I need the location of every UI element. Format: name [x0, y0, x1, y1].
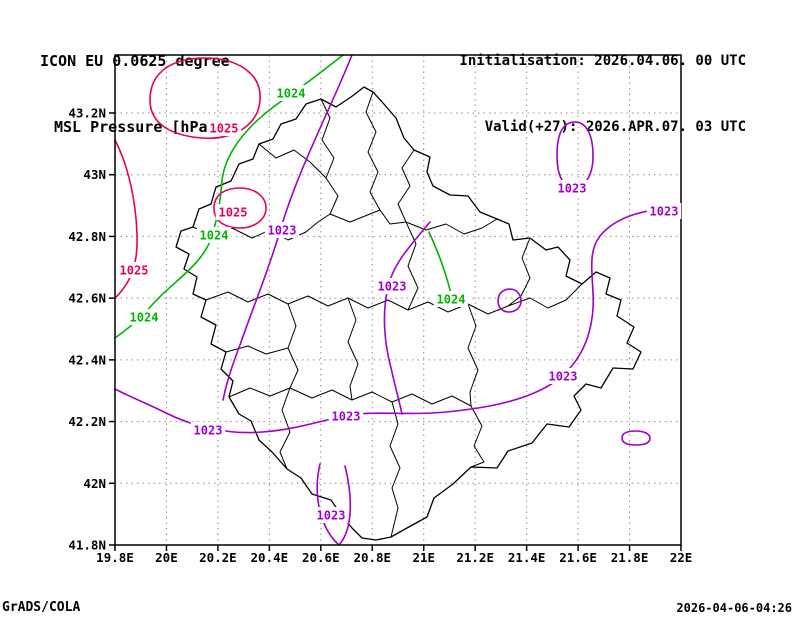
contour-label-bg	[554, 180, 590, 196]
x-axis-tick-label: 20.6E	[302, 550, 340, 565]
municipality-boundary	[225, 345, 289, 355]
x-axis-tick-label: 20.2E	[199, 550, 237, 565]
contour-label: 1023	[558, 182, 587, 196]
x-axis-tick-label: 21.4E	[508, 550, 546, 565]
y-axis-tick-label: 42.4N	[68, 352, 106, 367]
contour-label: 1024	[200, 229, 229, 243]
kosovo-outer-border	[175, 86, 642, 541]
contour-labels: 1024 1025 1025 1023 1024 1025 1024 1023 1024 1023…	[116, 85, 682, 523]
axis-ticks	[109, 112, 682, 551]
municipality-boundary	[205, 291, 509, 315]
contour-label-bg	[374, 278, 410, 294]
contour-1023-oval-southeast	[621, 430, 651, 446]
municipality-boundary	[389, 401, 401, 538]
initialisation-time: Initialisation: 2026.04.06. 00 UTC	[459, 53, 746, 69]
contour-1023-oval-center	[497, 288, 522, 313]
x-axis-tick-label: 21E	[412, 550, 435, 565]
contour-1023-northwest-line	[222, 54, 353, 401]
x-axis-tick-label: 20E	[155, 550, 178, 565]
municipality-boundary	[470, 405, 485, 468]
contour-label-bg	[215, 204, 251, 220]
y-axis-tick-label: 42N	[83, 476, 106, 491]
x-axis-tick-label: 22E	[670, 550, 693, 565]
contour-label-bg	[126, 309, 162, 325]
contour-1023-center-line	[383, 221, 431, 415]
contour-1025-loop-small	[213, 187, 267, 229]
x-axis-tick-label: 21.6E	[559, 550, 597, 565]
contour-label-bg	[646, 203, 682, 219]
grads-credit: GrADS/COLA	[2, 600, 81, 615]
contour-1025-west-line	[114, 139, 138, 299]
municipality-boundary	[287, 303, 299, 389]
y-axis-tick-label: 43.2N	[68, 106, 106, 121]
municipality-boundary	[397, 149, 415, 223]
contour-label-bg	[116, 262, 152, 278]
contour-label-bg	[433, 291, 469, 307]
contour-label: 1023	[194, 424, 223, 438]
contour-label: 1025	[120, 264, 149, 278]
contour-label-bg	[206, 120, 242, 136]
plot-border	[114, 54, 682, 546]
municipality-boundary	[320, 98, 339, 215]
contour-label: 1025	[219, 206, 248, 220]
x-axis-tick-label: 21.8E	[611, 550, 649, 565]
contour-label: 1024	[437, 293, 466, 307]
model-title: ICON EU 0.0625 degree	[40, 52, 230, 70]
municipality-boundary	[467, 303, 479, 407]
field-title: MSL Pressure [hPa]	[54, 118, 217, 136]
creation-timestamp: 2026-04-06-04:26	[676, 601, 792, 615]
municipality-boundary	[507, 283, 583, 309]
municipality-boundary	[507, 237, 531, 307]
contour-label: 1024	[277, 87, 306, 101]
header-left: ICON EU 0.0625 degree MSL Pressure [hPa]	[40, 6, 230, 182]
x-axis-labels: 19.8E 20E 20.2E 20.4E 20.6E 20.8E 21E 21.2E 21.4…	[96, 550, 692, 565]
pressure-contours	[114, 54, 682, 547]
contour-label-bg	[328, 408, 364, 424]
contour-label-bg	[273, 85, 309, 101]
municipality-boundary	[347, 297, 359, 401]
contour-label: 1023	[378, 280, 407, 294]
contour-1025-loop-north	[149, 57, 261, 139]
contour-label-bg	[264, 222, 300, 238]
contour-label: 1024	[130, 311, 159, 325]
municipality-boundary	[329, 209, 498, 235]
y-axis-tick-label: 43N	[83, 167, 106, 182]
contour-label: 1023	[317, 509, 346, 523]
contour-1024-arc	[428, 231, 453, 299]
contour-label: 1025	[210, 122, 239, 136]
municipality-boundary	[405, 221, 419, 311]
contour-label: 1023	[268, 224, 297, 238]
y-axis-tick-label: 42.8N	[68, 229, 106, 244]
grid-layer	[115, 55, 681, 545]
valid-time: Valid(+27): 2026.APR.07. 03 UTC	[484, 119, 746, 135]
x-axis-tick-label: 20.4E	[251, 550, 289, 565]
municipality-boundary	[365, 91, 381, 211]
header-right: Initialisation: 2026.04.06. 00 UTC Valid…	[459, 6, 746, 182]
municipality-boundary	[258, 143, 327, 179]
contour-1023-loop-northeast	[556, 121, 594, 188]
contour-label: 1023	[650, 205, 679, 219]
x-axis-tick-label: 21.2E	[456, 550, 494, 565]
contour-label-bg	[545, 368, 581, 384]
y-axis-tick-label: 41.8N	[68, 538, 106, 553]
y-axis-labels: 43.2N 43N 42.8N 42.6N 42.4N 42.2N 42N 41.8N	[68, 106, 106, 553]
contour-label-bg	[190, 422, 226, 438]
contour-label-bg	[196, 227, 232, 243]
municipality-boundary	[279, 387, 291, 470]
contour-label: 1023	[549, 370, 578, 384]
x-axis-tick-label: 19.8E	[96, 550, 134, 565]
y-axis-tick-label: 42.6N	[68, 291, 106, 306]
kosovo-boundaries	[175, 86, 642, 541]
x-axis-tick-label: 20.8E	[353, 550, 391, 565]
municipality-boundaries	[192, 91, 583, 538]
y-axis-tick-label: 42.2N	[68, 414, 106, 429]
contour-label: 1023	[332, 410, 361, 424]
contour-1024-line	[114, 54, 344, 339]
municipality-boundary	[228, 387, 472, 407]
contour-label-bg	[313, 507, 349, 523]
